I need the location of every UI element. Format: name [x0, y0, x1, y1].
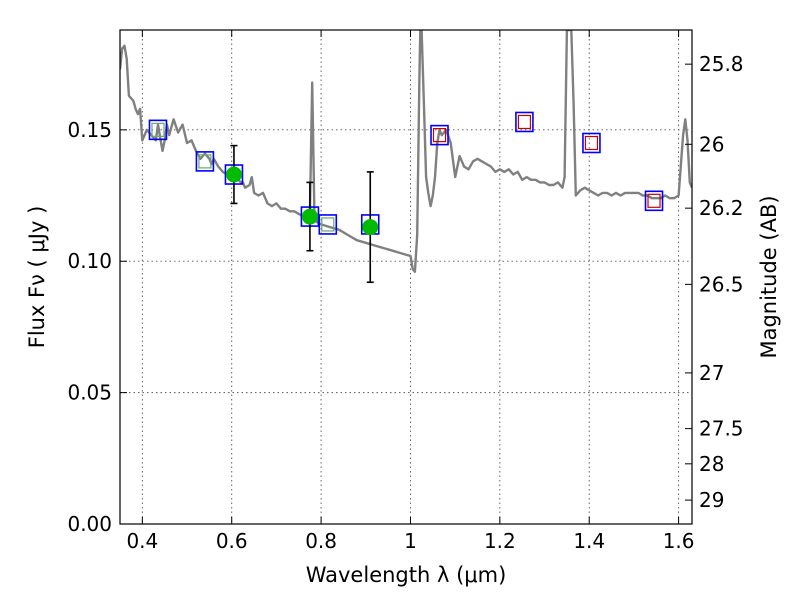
- observed-point: [301, 208, 318, 225]
- y-tick-label: 0.15: [67, 118, 112, 142]
- x-axis-label: Wavelength λ (μm): [306, 563, 507, 587]
- x-tick-label: 0.4: [126, 529, 158, 553]
- y2-axis-label: Magnitude (AB): [757, 195, 781, 358]
- x-tick-label: 1.2: [484, 529, 516, 553]
- observed-point: [225, 166, 242, 183]
- model-point-marker: [151, 122, 165, 137]
- y-tick-label: 0.10: [67, 249, 112, 273]
- marker-layer: [151, 114, 661, 232]
- grid: [120, 30, 692, 524]
- y-axis-label: Flux Fν ( μJy ): [25, 206, 49, 349]
- magnitude-tick-label: 27: [699, 361, 724, 385]
- model-point-marker: [517, 114, 532, 130]
- model-point-marker: [198, 154, 212, 169]
- magnitude-tick-label: 26: [699, 132, 724, 156]
- model-box-marker: [430, 124, 449, 146]
- y-tick-label: 0.05: [67, 381, 112, 405]
- plot-frame: [119, 29, 693, 525]
- x-tick-label: 0.8: [305, 529, 337, 553]
- magnitude-tick-label: 26.2: [699, 196, 744, 220]
- spectrum-layer: [120, 30, 692, 273]
- magnitude-tick-label: 29: [699, 488, 724, 512]
- magnitude-tick-label: 27.5: [699, 417, 744, 441]
- magnitude-tick-label: 25.8: [699, 52, 744, 76]
- x-tick-label: 1.6: [663, 529, 695, 553]
- x-tick-label: 0.6: [216, 529, 248, 553]
- model-box-marker: [195, 151, 215, 172]
- magnitude-tick-label: 28: [699, 452, 724, 476]
- model-point-marker: [432, 128, 447, 143]
- magnitude-tick-label: 26.5: [699, 272, 744, 296]
- model-box-marker: [644, 190, 664, 212]
- model-box-marker: [582, 132, 601, 154]
- spectrum-line: [120, 30, 692, 273]
- model-point-marker: [647, 193, 661, 208]
- tick-layer: 0.4 0.6 0.8 1 1.2 1.4 1.6 0.00 0.05 0.10 0.15 25.8 2…: [67, 30, 744, 553]
- observed-point: [362, 219, 379, 236]
- x-tick-label: 1: [404, 529, 417, 553]
- model-box-marker: [515, 111, 534, 133]
- observed-layer: [225, 144, 379, 284]
- model-box-marker: [148, 119, 168, 141]
- y-tick-label: 0.00: [67, 512, 112, 536]
- model-point-marker: [321, 217, 335, 232]
- model-point-marker: [584, 135, 599, 151]
- x-tick-label: 1.4: [573, 529, 605, 553]
- model-box-marker: [318, 214, 338, 235]
